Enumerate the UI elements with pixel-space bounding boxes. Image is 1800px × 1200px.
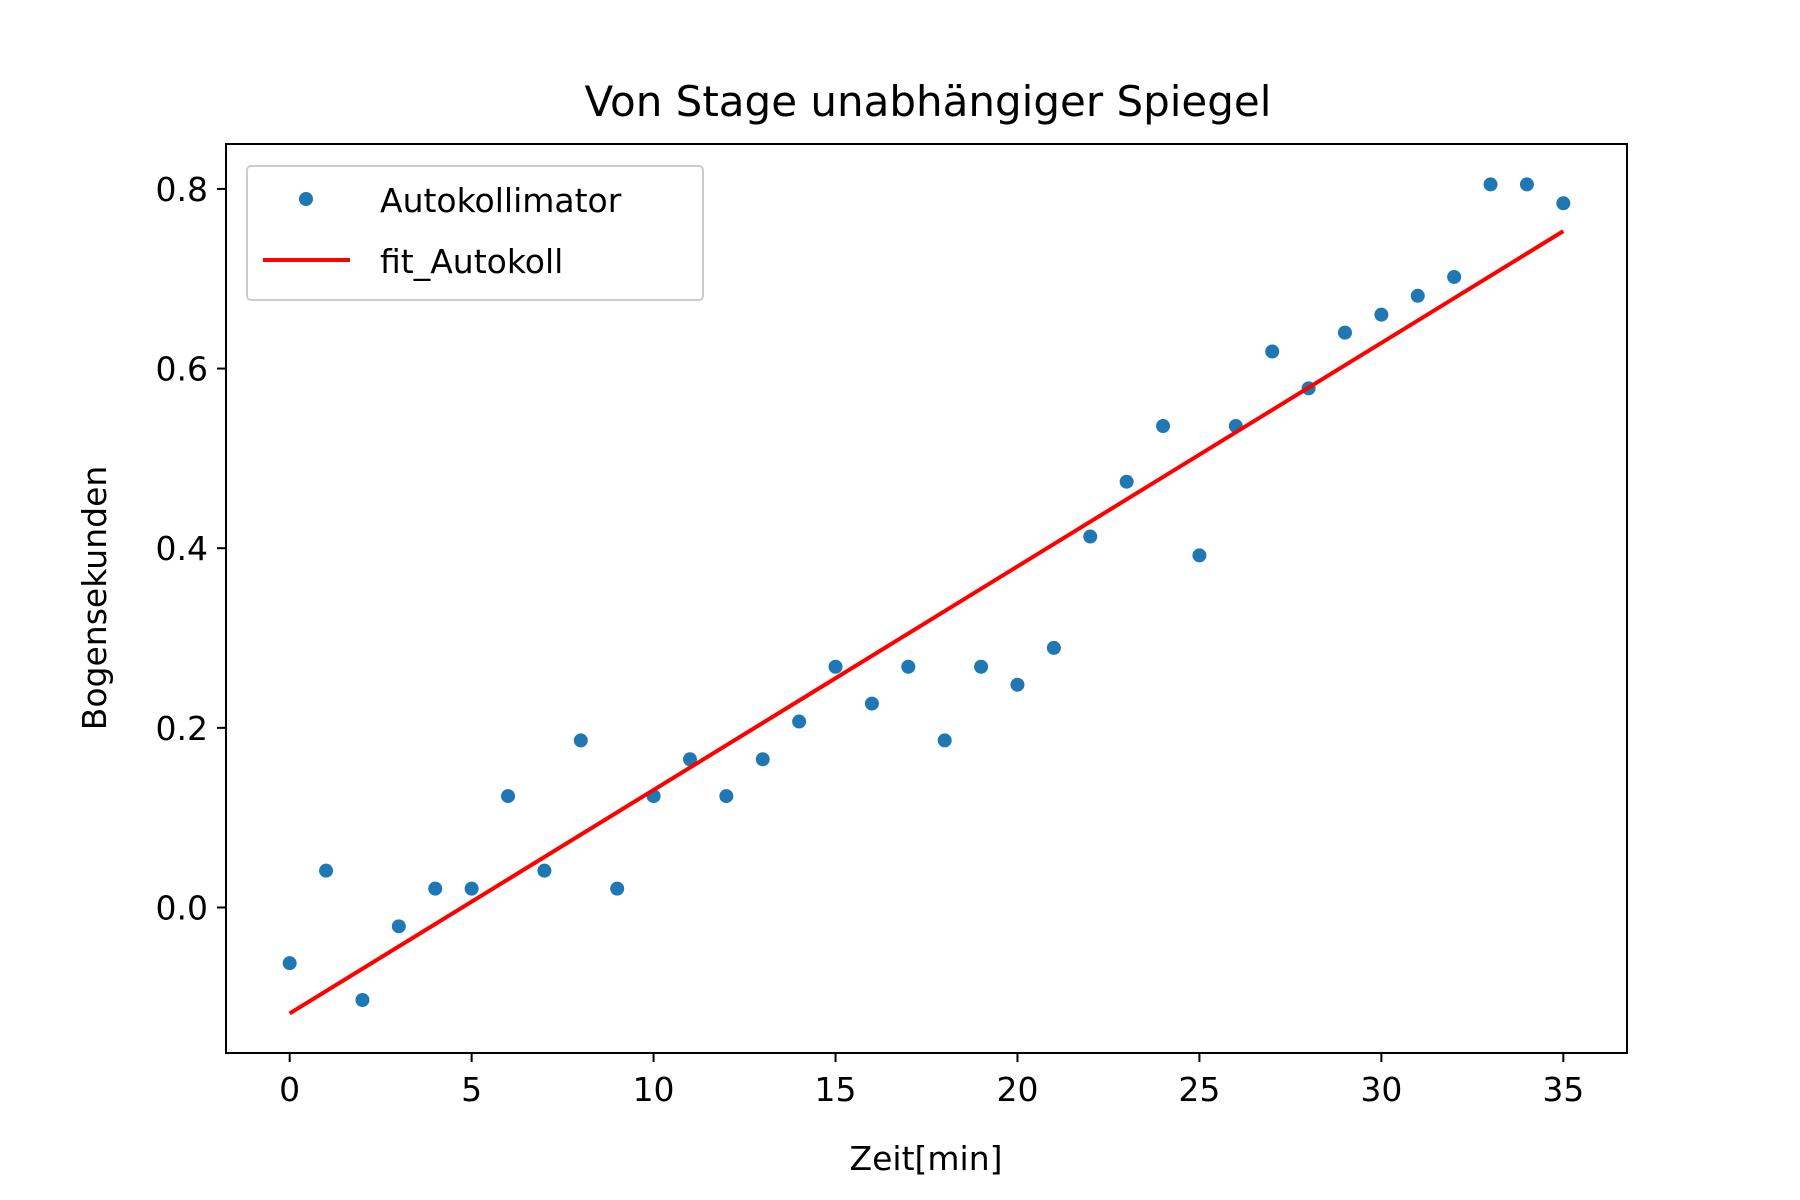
data-point — [1119, 474, 1134, 489]
x-tick-label: 5 — [461, 1070, 482, 1109]
data-point — [1556, 196, 1571, 211]
y-tick-label: 0.0 — [156, 888, 208, 927]
y-tick-label: 0.6 — [156, 350, 208, 389]
fit-line — [288, 229, 1565, 1016]
data-point — [501, 789, 516, 804]
data-point — [537, 863, 552, 878]
x-tick-label: 15 — [815, 1070, 857, 1109]
x-tick-label: 20 — [996, 1070, 1038, 1109]
data-point — [719, 789, 734, 804]
data-point — [864, 696, 879, 711]
chart-title: Von Stage unabhängiger Spiegel — [585, 77, 1272, 126]
data-point — [755, 752, 770, 767]
data-point — [1046, 640, 1061, 655]
data-point — [1265, 344, 1280, 359]
data-point — [792, 714, 807, 729]
x-axis-ticks: 0 5 10 15 20 25 30 35 — [279, 1053, 1584, 1109]
legend-label-autokollimator: Autokollimator — [380, 181, 622, 220]
data-point — [1374, 307, 1389, 322]
data-point — [1083, 529, 1098, 544]
data-point — [428, 881, 443, 896]
axes-frame — [225, 143, 1628, 1054]
plot-area — [282, 177, 1571, 1016]
data-point — [901, 659, 916, 674]
y-axis-label: Bogensekunden — [75, 466, 114, 731]
data-point — [937, 733, 952, 748]
data-point — [1010, 677, 1025, 692]
data-point — [391, 919, 406, 934]
legend: Autokollimator fit_Autokoll — [246, 165, 704, 301]
y-tick-label: 0.2 — [156, 709, 208, 748]
data-point — [1483, 177, 1498, 192]
legend-box — [246, 165, 704, 301]
legend-label-fit-autokoll: fit_Autokoll — [380, 242, 563, 281]
data-point — [1410, 288, 1425, 303]
y-axis-ticks: 0.0 0.2 0.4 0.6 0.8 — [156, 170, 226, 927]
data-point — [1192, 548, 1207, 563]
data-point — [573, 733, 588, 748]
data-point — [319, 863, 334, 878]
x-tick-label: 25 — [1178, 1070, 1220, 1109]
data-point — [1447, 269, 1462, 284]
data-point — [282, 956, 297, 971]
data-point — [610, 881, 625, 896]
data-point — [1156, 419, 1171, 434]
data-point — [682, 752, 697, 767]
x-tick-label: 30 — [1360, 1070, 1402, 1109]
x-axis-label: Zeit[min] — [850, 1139, 1003, 1178]
data-point — [974, 659, 989, 674]
x-tick-label: 10 — [633, 1070, 675, 1109]
y-tick-label: 0.4 — [156, 529, 208, 568]
data-point — [828, 659, 843, 674]
data-point — [1337, 325, 1352, 340]
data-point — [355, 993, 370, 1007]
data-point — [464, 881, 479, 896]
x-tick-label: 35 — [1542, 1070, 1584, 1109]
y-tick-label: 0.8 — [156, 170, 208, 209]
data-point — [1519, 177, 1534, 192]
legend-marker-autokollimator — [299, 192, 313, 206]
x-tick-label: 0 — [279, 1070, 300, 1109]
